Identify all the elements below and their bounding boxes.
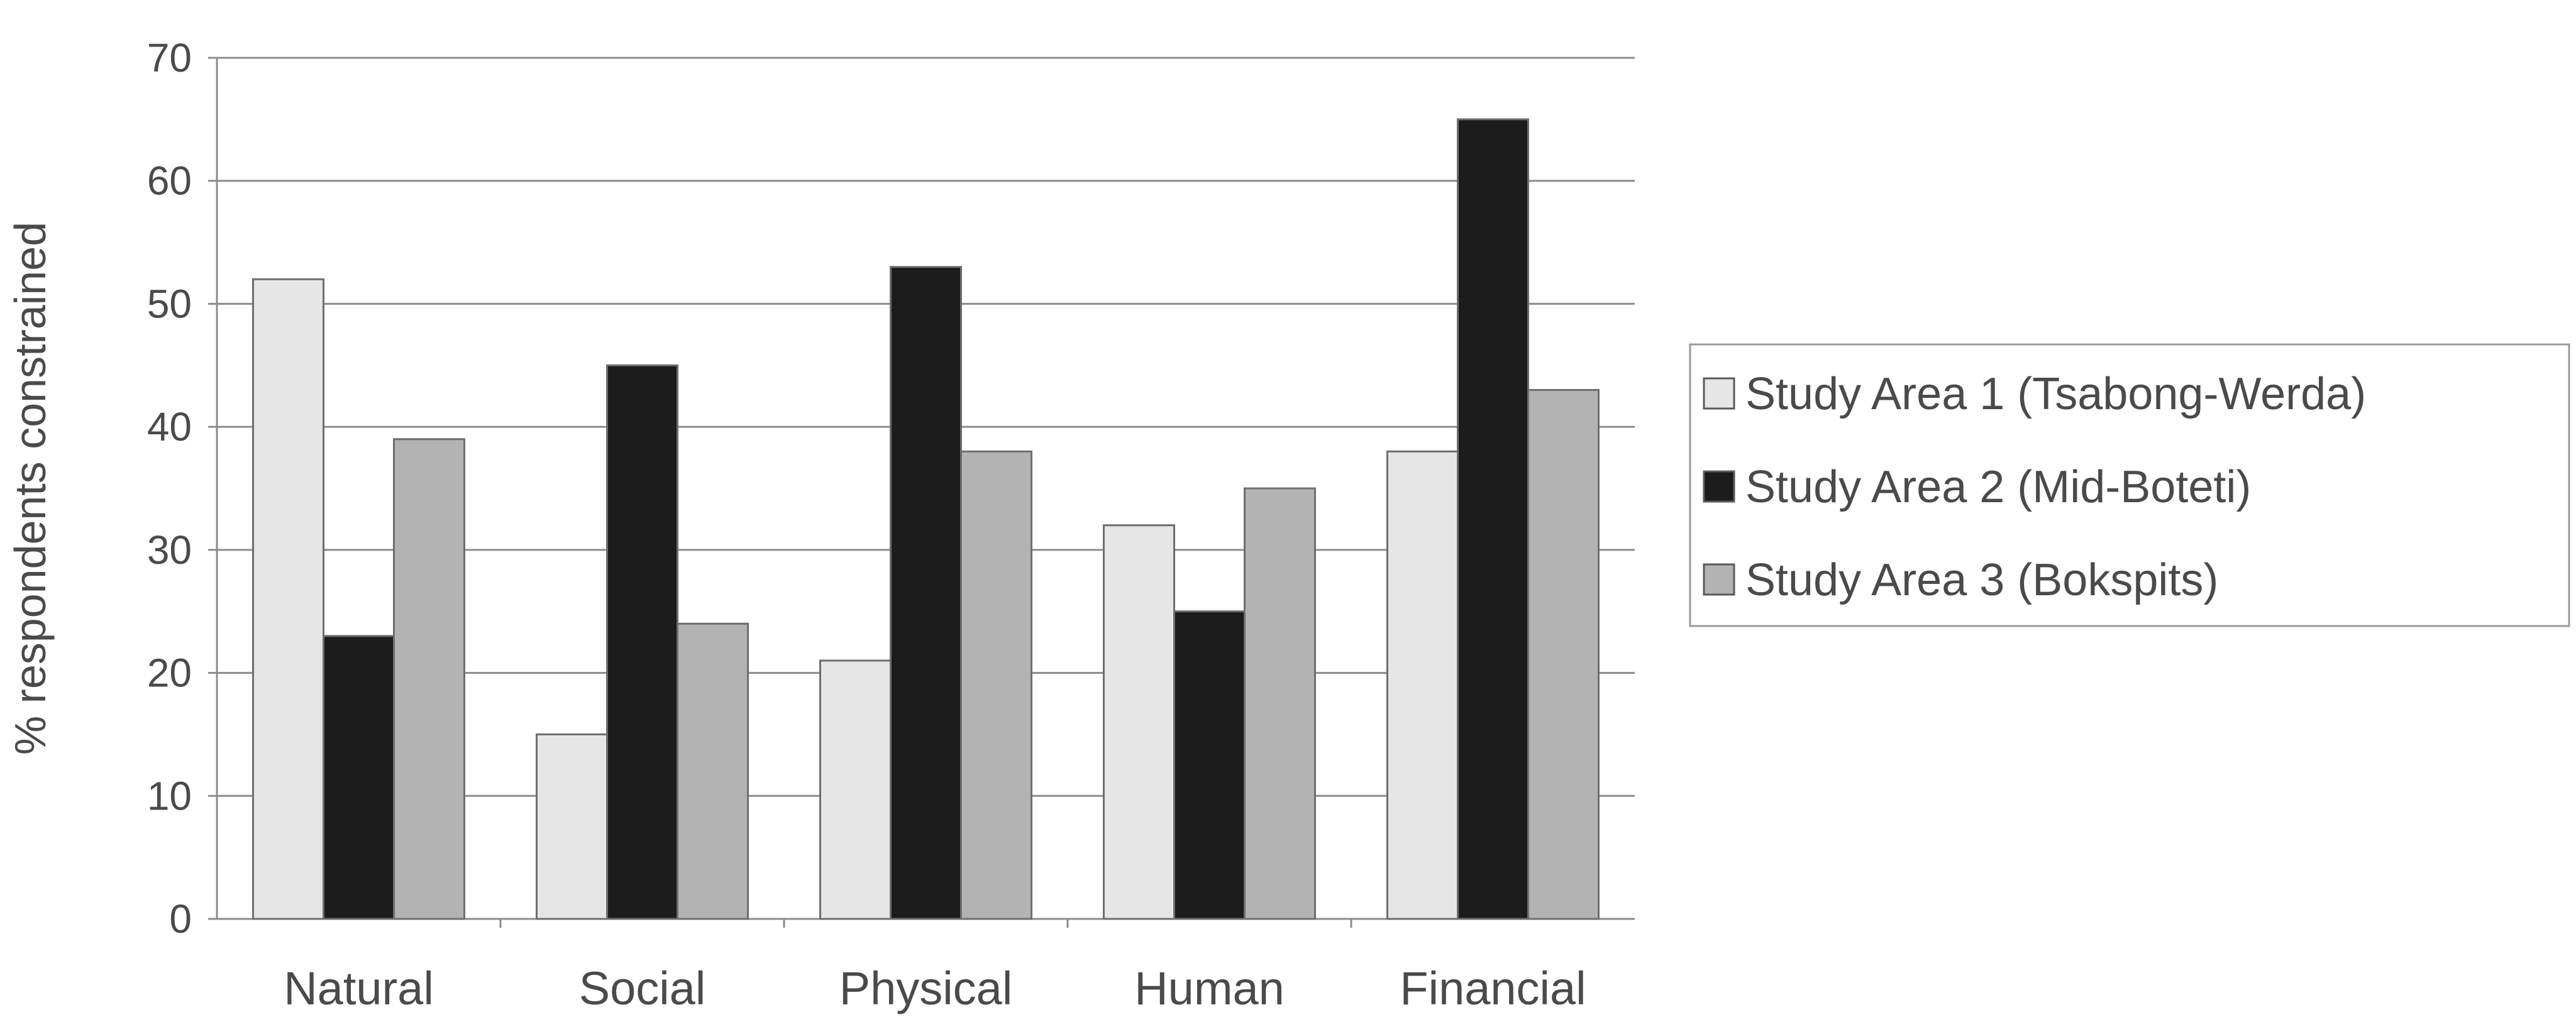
bar (393, 438, 465, 920)
bar (1173, 610, 1246, 920)
bar (606, 364, 678, 920)
bar (890, 266, 962, 920)
bar (1244, 487, 1316, 920)
y-tick-label: 10 (147, 773, 192, 818)
y-axis-title: % respondents constrained (6, 222, 55, 755)
y-tick-label: 0 (169, 896, 192, 942)
category-label: Human (1134, 962, 1285, 1014)
bar (536, 733, 608, 920)
bar (960, 450, 1032, 920)
bar (819, 659, 892, 920)
bars (252, 118, 1600, 920)
legend-box (1689, 343, 2570, 627)
y-tick-label: 60 (147, 158, 192, 204)
category-label: Natural (284, 962, 434, 1014)
category-label: Social (579, 962, 706, 1014)
legend-label: Study Area 1 (Tsabong-Werda) (1745, 369, 2366, 419)
bar (1103, 524, 1175, 920)
bar (252, 278, 324, 920)
legend-label: Study Area 2 (Mid-Boteti) (1745, 462, 2251, 512)
legend-swatch (1703, 563, 1735, 596)
bar (1527, 388, 1600, 920)
category-labels: Natural Social Physical Human Financial (284, 962, 1586, 1014)
legend-label: Study Area 3 (Bokspits) (1745, 555, 2218, 605)
category-label: Financial (1400, 962, 1586, 1014)
bar (1386, 450, 1459, 920)
bar (323, 635, 395, 920)
legend-swatch (1703, 470, 1735, 503)
bar (1457, 118, 1529, 920)
y-tick-label: 70 (147, 35, 192, 80)
bar (677, 622, 749, 920)
y-tick-labels: 0 10 20 30 40 50 60 70 (147, 35, 192, 942)
legend: Study Area 1 (Tsabong-Werda) Study Area 2… (1689, 343, 2570, 627)
y-tick-label: 50 (147, 281, 192, 326)
legend-swatch (1703, 377, 1735, 410)
category-label: Physical (839, 962, 1013, 1014)
y-tick-label: 30 (147, 527, 192, 573)
y-tick-label: 40 (147, 404, 192, 449)
y-tick-label: 20 (147, 651, 192, 696)
